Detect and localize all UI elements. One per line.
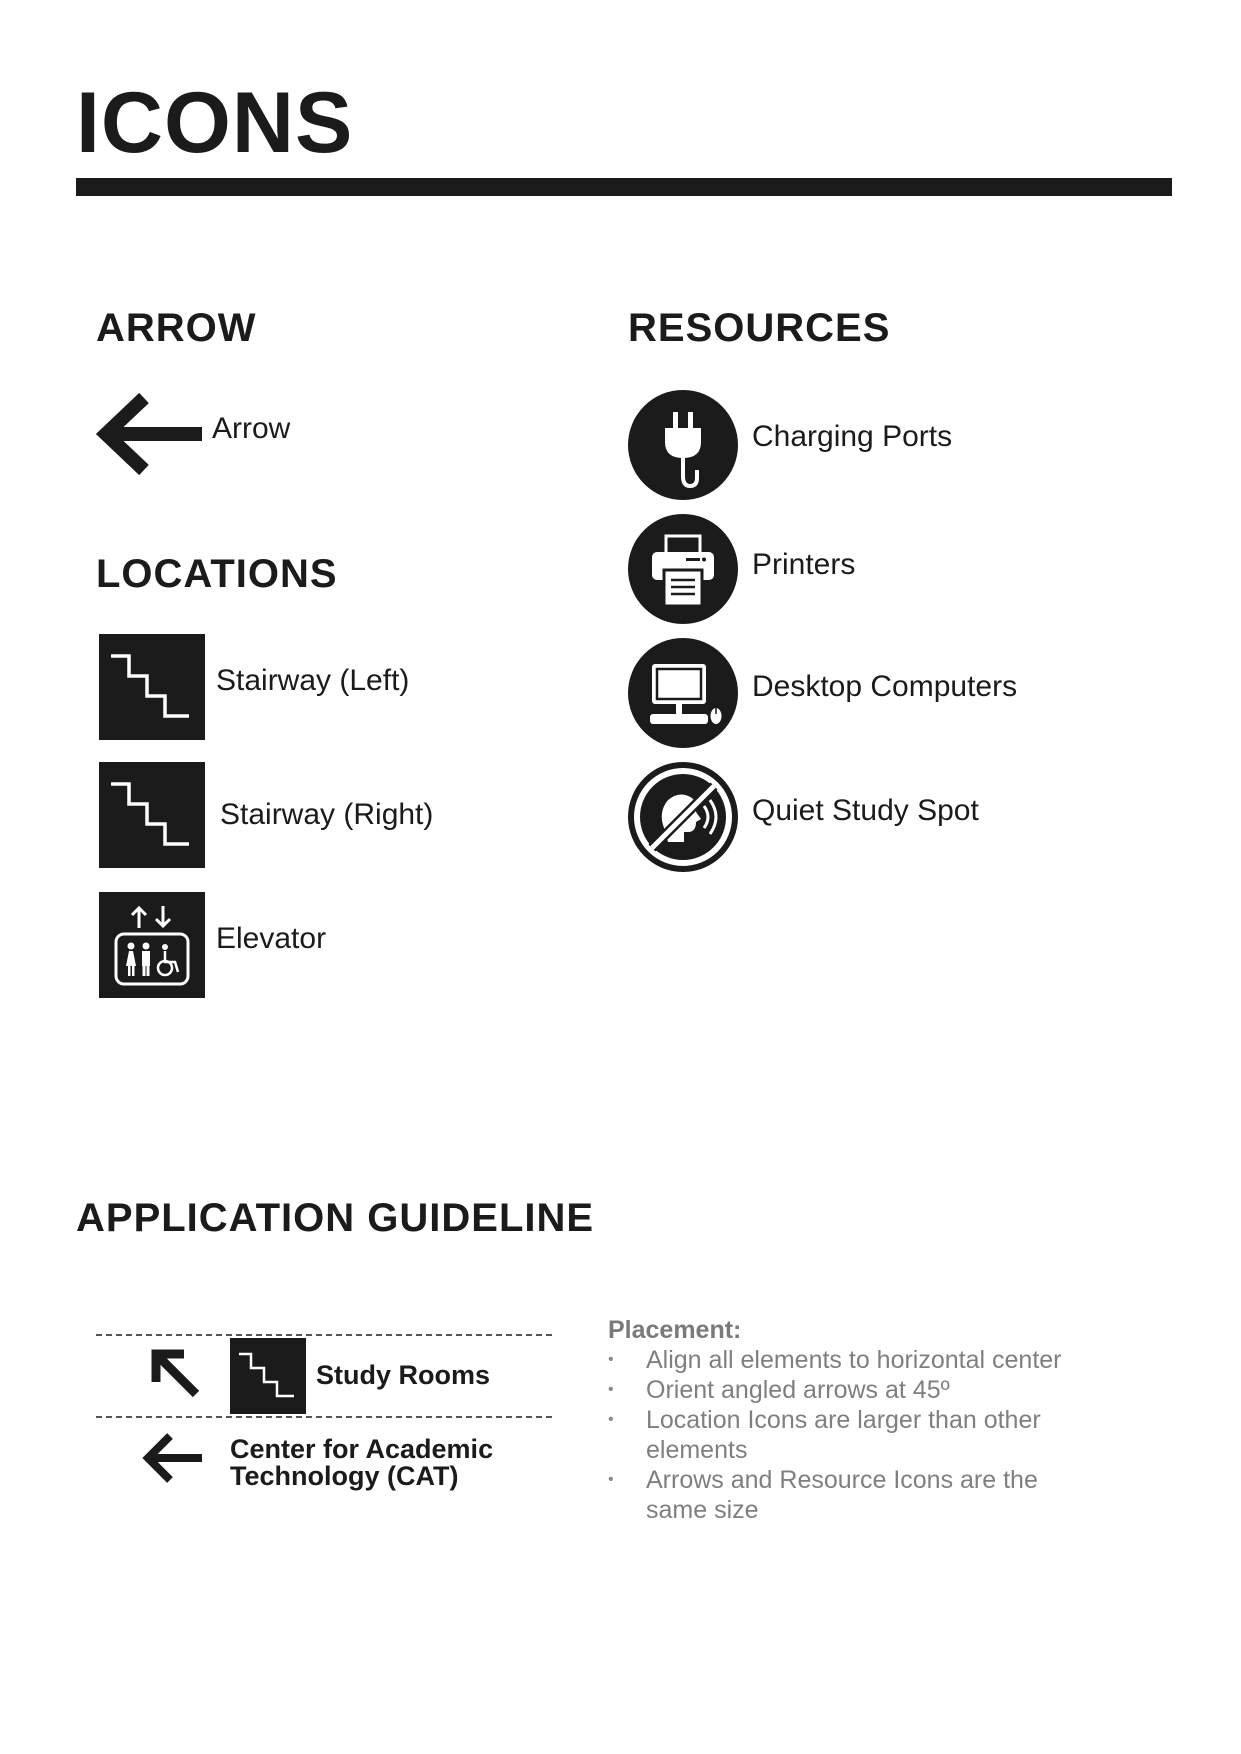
placement-bullet-list: Align all elements to horizontal center …	[608, 1345, 1186, 1525]
stairs-left-icon	[99, 634, 205, 740]
quiet-study-spot-label: Quiet Study Spot	[752, 794, 979, 827]
stairs-right-icon	[99, 762, 205, 868]
sign-stairs-icon	[230, 1338, 306, 1414]
title-underline	[76, 178, 1172, 196]
stairway-left-label: Stairway (Left)	[216, 664, 410, 697]
sign-study-rooms-label: Study Rooms	[316, 1360, 491, 1390]
desktop-computers-label: Desktop Computers	[752, 670, 1018, 703]
placement-bullet: Arrows and Resource Icons are the same s…	[608, 1465, 1086, 1525]
printer-icon	[628, 514, 738, 624]
sign-cat-line-1: Center for Academic	[230, 1434, 494, 1464]
stairway-right-label: Stairway (Right)	[220, 798, 434, 831]
placement-title: Placement:	[608, 1316, 742, 1344]
arrow-label: Arrow	[212, 412, 291, 445]
locations-heading: LOCATIONS	[96, 552, 338, 596]
desktop-computer-icon	[628, 638, 738, 748]
placement-notes: Placement: Align all elements to horizon…	[608, 1316, 1186, 1525]
sign-arrow-left-icon	[142, 1432, 204, 1484]
arrow-heading: ARROW	[96, 306, 257, 350]
printers-label: Printers	[752, 548, 856, 581]
page-title: ICONS	[76, 75, 354, 171]
sign-divider-top	[96, 1334, 552, 1336]
plug-icon	[628, 390, 738, 500]
placement-bullet: Align all elements to horizontal center	[608, 1345, 1186, 1375]
sign-cat-label: Center for Academic Technology (CAT)	[230, 1436, 493, 1490]
no-talking-icon	[628, 762, 738, 872]
arrow-up-left-icon	[150, 1348, 202, 1400]
placement-bullet: Orient angled arrows at 45º	[608, 1375, 1186, 1405]
charging-ports-label: Charging Ports	[752, 420, 953, 453]
placement-bullet: Location Icons are larger than other ele…	[608, 1405, 1086, 1465]
sign-cat-line-2: Technology (CAT)	[230, 1461, 459, 1491]
elevator-icon	[99, 892, 205, 998]
application-guideline-heading: APPLICATION GUIDELINE	[76, 1196, 595, 1240]
arrow-left-icon	[96, 392, 204, 476]
elevator-label: Elevator	[216, 922, 327, 955]
resources-heading: RESOURCES	[628, 306, 891, 350]
sign-divider-bottom	[96, 1416, 552, 1418]
